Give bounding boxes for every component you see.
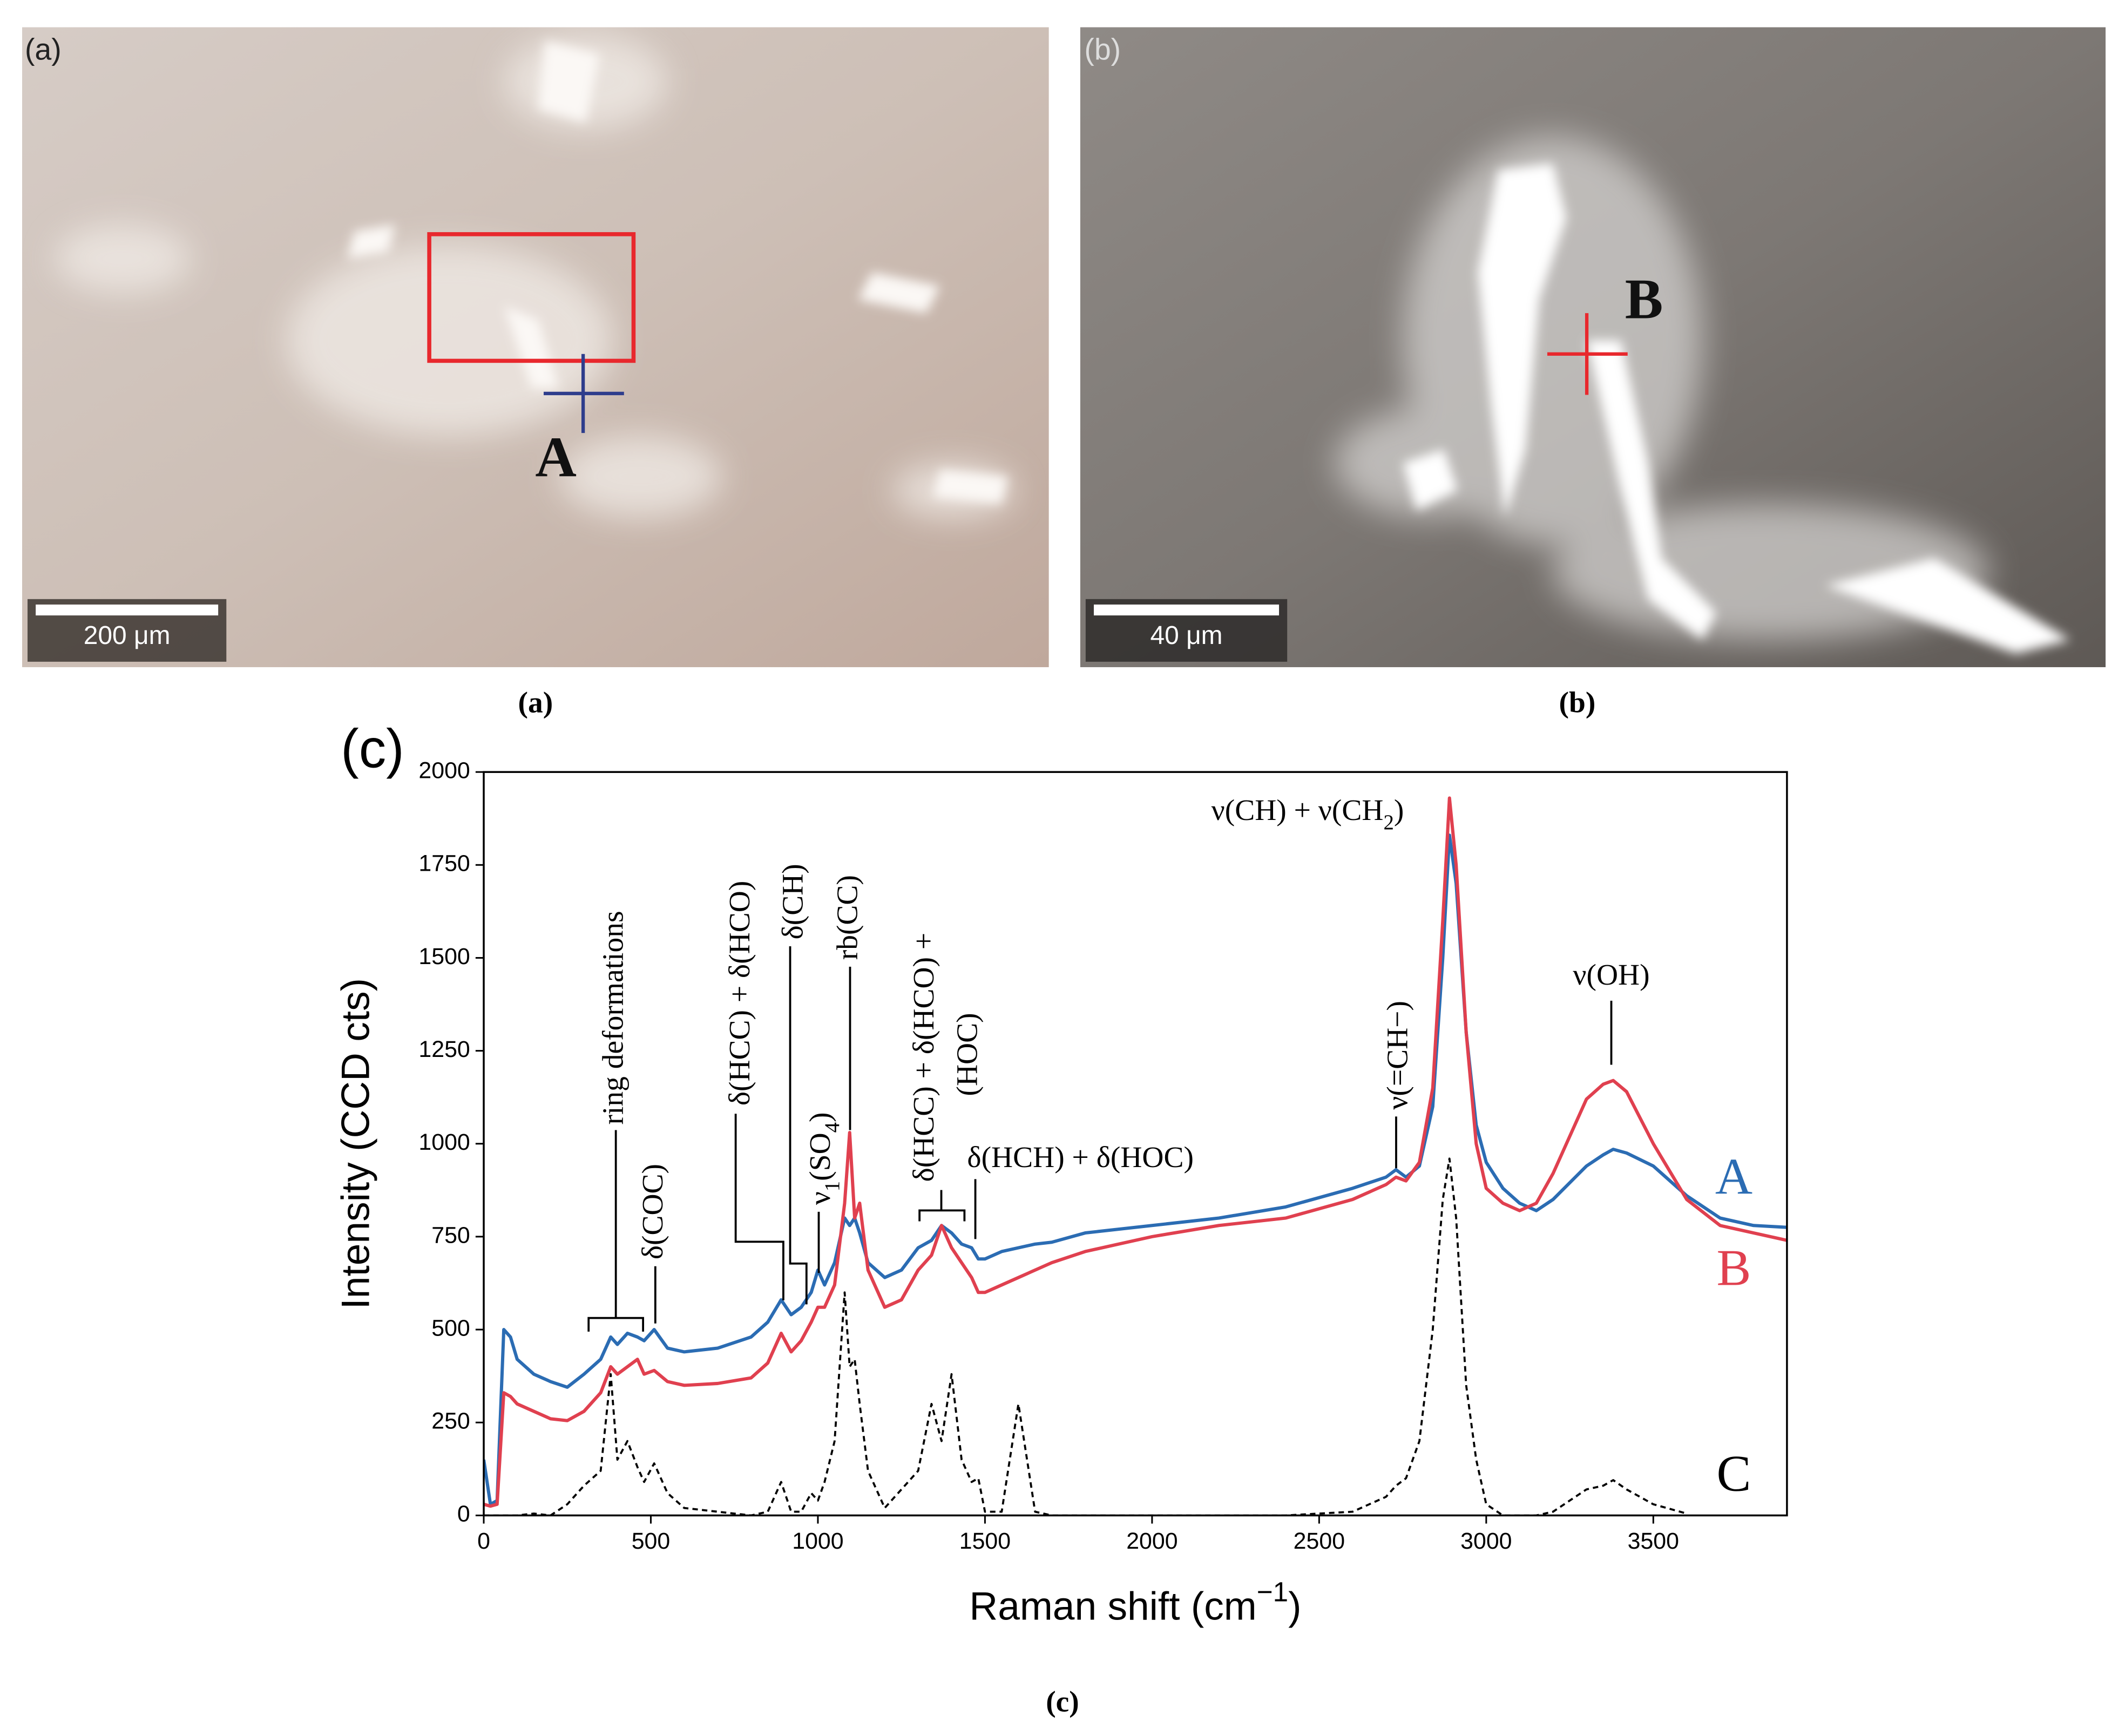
series-label: B <box>1717 1239 1751 1296</box>
y-tick-label: 500 <box>431 1315 470 1341</box>
annotation-line <box>587 1317 645 1332</box>
y-tick-label: 750 <box>431 1222 470 1248</box>
series-line <box>484 796 1787 1508</box>
text-part: δ(CH) <box>776 864 809 939</box>
y-tick-label: 0 <box>457 1501 470 1527</box>
text-part: δ(HCH) + δ(HOC) <box>967 1141 1194 1174</box>
text-part: 4 <box>821 1122 844 1133</box>
y-tick-label: 1750 <box>418 851 470 877</box>
series-line <box>484 833 1787 1506</box>
x-tick-label: 2500 <box>1294 1528 1345 1554</box>
series-line <box>484 1157 1687 1516</box>
x-tick-label: 3500 <box>1628 1528 1679 1554</box>
x-axis-label: Raman shift (cm−1) <box>969 1576 1301 1628</box>
y-tick-label: 250 <box>431 1408 470 1434</box>
annotation: ν1(SO4) <box>804 1112 844 1205</box>
y-tick-label: 1500 <box>418 944 470 969</box>
region-box <box>427 232 636 363</box>
text-part: ) <box>1288 1585 1301 1629</box>
text-part: Raman shift (cm <box>969 1585 1256 1629</box>
text-part: (SO <box>804 1133 837 1181</box>
point-label: A <box>535 425 576 489</box>
text-part: ) <box>1394 794 1404 827</box>
text-part: rb(CC) <box>831 875 864 960</box>
annotation: δ(HCC) + δ(HCO) + <box>907 933 940 1182</box>
x-tick-label: 500 <box>632 1528 671 1554</box>
panel-label: (b) <box>1084 33 1121 66</box>
scale-bar-label: 200 μm <box>84 621 171 650</box>
text-part: ν <box>804 1191 837 1205</box>
scale-bar-label: 40 μm <box>1150 621 1222 650</box>
annotation: ν(CH) + ν(CH2) <box>1212 794 1404 835</box>
annotation: δ(COC) <box>637 1164 669 1259</box>
annotation: (HOC) <box>951 1013 984 1096</box>
annotation-line <box>918 1209 966 1222</box>
annotation: ν(OH) <box>1573 959 1649 992</box>
panel-label: (c) <box>341 719 404 779</box>
series-label: C <box>1717 1445 1751 1502</box>
x-tick-label: 1500 <box>959 1528 1011 1554</box>
text-part: 2 <box>1383 811 1393 834</box>
cross-a <box>543 354 624 433</box>
text-part: δ(HCC) + δ(HCO) + <box>907 933 940 1182</box>
y-axis-label: Intensity (CCD cts) <box>334 978 377 1310</box>
panel-label: (a) <box>25 33 62 66</box>
y-tick-label: 1000 <box>418 1129 470 1155</box>
text-part: (HOC) <box>951 1013 984 1096</box>
caption: (b) <box>1559 686 1596 719</box>
text-part: 1 <box>821 1181 844 1191</box>
annotation: δ(HCC) + δ(HCO) <box>723 881 756 1106</box>
text-part: ν(OH) <box>1573 959 1649 992</box>
x-tick-label: 2000 <box>1126 1528 1177 1554</box>
y-tick-label: 2000 <box>418 758 470 784</box>
photo-b <box>1080 27 2106 667</box>
text-part: ν(CH) + ν(CH <box>1212 794 1384 827</box>
scale-bar <box>36 604 219 616</box>
x-tick-label: 0 <box>477 1528 490 1554</box>
scale-bar <box>1094 604 1280 616</box>
text-part: ring deformations <box>597 911 630 1124</box>
text-part: ) <box>804 1112 837 1122</box>
cross-b <box>1547 313 1628 395</box>
series-label: A <box>1715 1148 1752 1205</box>
y-tick-label: 1250 <box>418 1036 470 1062</box>
caption: (c) <box>1046 1686 1079 1719</box>
x-tick-label: 3000 <box>1460 1528 1512 1554</box>
annotation-line <box>734 1114 784 1300</box>
plot-frame <box>483 771 1788 1517</box>
caption: (a) <box>518 686 553 719</box>
annotation: δ(CH) <box>776 864 809 939</box>
text-part: δ(COC) <box>637 1164 669 1259</box>
x-tick-label: 1000 <box>792 1528 843 1554</box>
text-part: δ(HCC) + δ(HCO) <box>723 881 756 1106</box>
annotation: ring deformations <box>597 911 630 1124</box>
photo-a <box>22 27 1049 667</box>
annotation: ν(=CH−) <box>1381 1001 1414 1110</box>
annotation: δ(HCH) + δ(HOC) <box>967 1141 1194 1174</box>
annotation-line <box>789 946 808 1305</box>
point-label: B <box>1625 267 1663 330</box>
annotation: rb(CC) <box>831 875 864 960</box>
text-part: ν(=CH−) <box>1381 1001 1414 1110</box>
text-part: −1 <box>1257 1576 1288 1607</box>
